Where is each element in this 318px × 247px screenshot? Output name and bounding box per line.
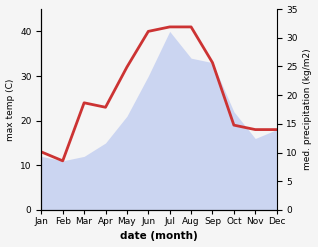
- Y-axis label: med. precipitation (kg/m2): med. precipitation (kg/m2): [303, 49, 313, 170]
- Y-axis label: max temp (C): max temp (C): [5, 78, 15, 141]
- X-axis label: date (month): date (month): [120, 231, 198, 242]
